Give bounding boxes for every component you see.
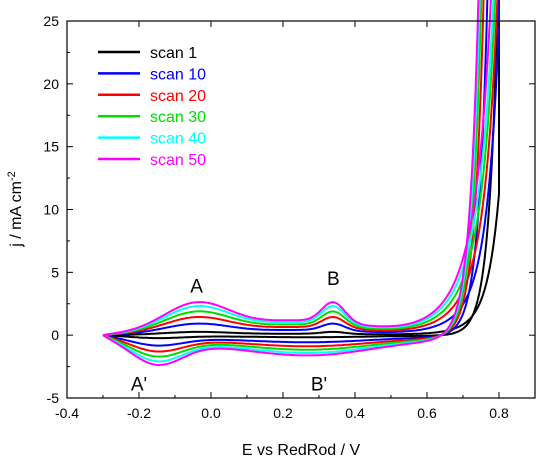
y-axis-title-main: j / mA cm xyxy=(8,181,25,248)
x-tick-label: 0.4 xyxy=(345,405,365,421)
x-tick-label: 0.6 xyxy=(417,405,437,421)
series-scan-1 xyxy=(102,0,500,340)
series-scan-10 xyxy=(102,0,500,347)
legend: scan 1 scan 10 scan 20 scan 30 scan 40 scan 5… xyxy=(98,45,206,169)
annotation-label: B xyxy=(327,269,340,290)
x-axis-title: E vs RedRod / V xyxy=(242,442,361,459)
y-tick-label: 0 xyxy=(51,327,59,343)
y-tick-label: -5 xyxy=(47,390,60,406)
legend-label: scan 1 xyxy=(150,45,197,62)
y-tick-label: 25 xyxy=(43,13,59,29)
series-scan-20 xyxy=(102,0,499,353)
legend-label: scan 30 xyxy=(150,109,206,126)
series-scan-30 xyxy=(102,0,497,358)
x-tick-label: 0.2 xyxy=(273,405,293,421)
ticks-layer: -0.4 -0.2 0.0 0.2 0.4 0.6 0.8 -5 0 5 10 15 20 25 xyxy=(43,13,536,421)
y-tick-label: 5 xyxy=(51,264,59,280)
x-tick-label: 0.8 xyxy=(489,405,509,421)
annotation-label: B' xyxy=(311,374,327,395)
y-tick-label: 20 xyxy=(43,76,59,92)
curves-layer xyxy=(102,0,500,366)
series-scan-50 xyxy=(102,0,492,366)
annotations-layer: A B A' B' xyxy=(131,269,340,396)
legend-label: scan 20 xyxy=(150,88,206,105)
series-scan-40 xyxy=(102,0,495,363)
legend-label: scan 50 xyxy=(150,152,206,169)
legend-label: scan 40 xyxy=(150,131,206,148)
y-axis-title: j / mA cm-2 xyxy=(6,171,25,248)
annotation-label: A xyxy=(190,276,203,297)
y-axis-title-superscript: -2 xyxy=(6,171,18,181)
x-tick-label: -0.2 xyxy=(127,405,151,421)
y-tick-label: 15 xyxy=(43,139,59,155)
legend-label: scan 10 xyxy=(150,66,206,83)
y-tick-label: 10 xyxy=(43,202,59,218)
annotation-label: A' xyxy=(131,374,147,395)
x-tick-label: -0.4 xyxy=(55,405,79,421)
x-tick-label: 0.0 xyxy=(201,405,221,421)
